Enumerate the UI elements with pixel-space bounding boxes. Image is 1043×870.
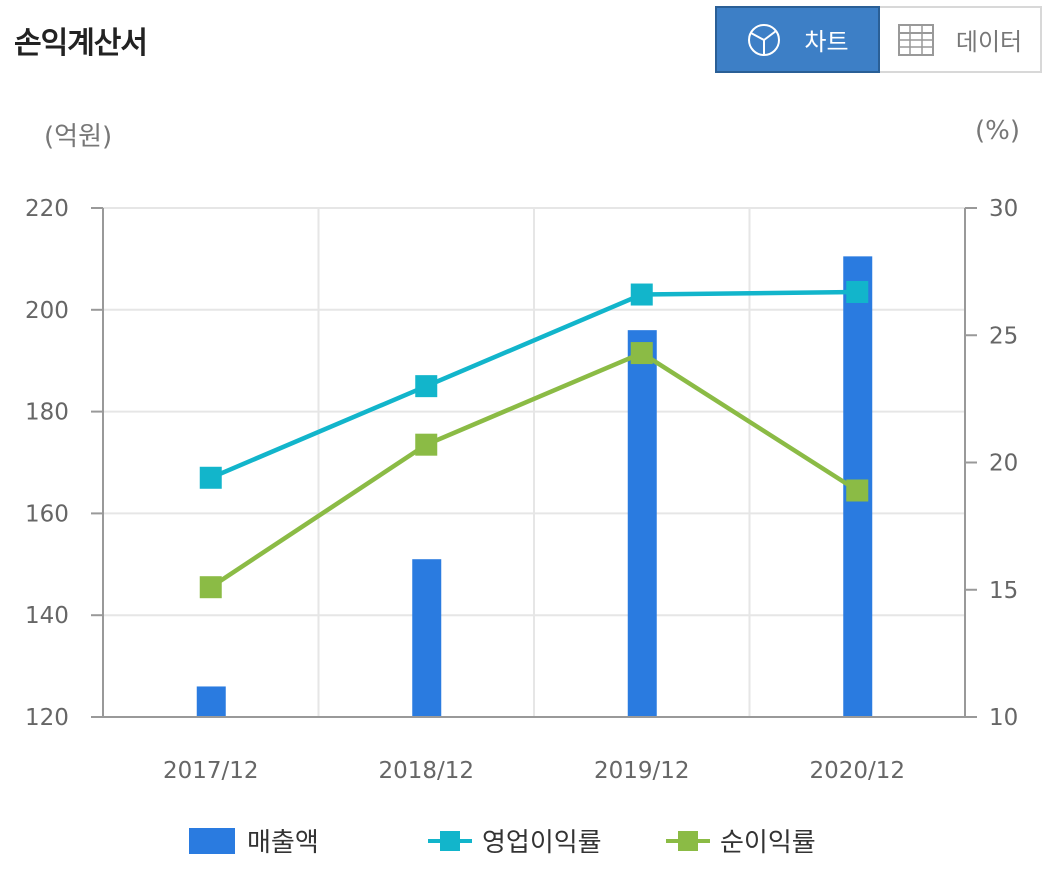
- x-tick-label: 2020/12: [809, 758, 905, 784]
- legend-item-revenue[interactable]: 매출액: [189, 822, 319, 859]
- bar-revenue: [627, 330, 657, 717]
- series-line-net-margin: [209, 350, 859, 590]
- point-net-margin: [199, 576, 222, 599]
- x-tick-label: 2018/12: [378, 758, 474, 784]
- point-operating-margin: [199, 466, 222, 489]
- data-tab-button[interactable]: 데이터: [880, 6, 1042, 73]
- pie-chart-icon: [746, 22, 782, 58]
- point-operating-margin: [415, 375, 438, 398]
- y-tick-label-left: 160: [25, 501, 69, 527]
- y-tick-label-left: 140: [25, 603, 69, 629]
- x-tick-label: 2019/12: [594, 758, 690, 784]
- left-axis-unit: (억원): [44, 122, 113, 152]
- y-tick-label-right: 15: [989, 578, 1018, 604]
- y-tick-label-right: 25: [989, 323, 1018, 349]
- bar-revenue: [412, 559, 442, 717]
- chart-tab-button[interactable]: 차트: [715, 6, 880, 73]
- y-tick-label-left: 200: [25, 298, 69, 324]
- legend-label-operating-margin: 영업이익률: [482, 828, 602, 858]
- chart-tab-label: 차트: [804, 28, 849, 56]
- legend-label-net-margin: 순이익률: [720, 828, 816, 858]
- point-net-margin: [630, 342, 653, 365]
- y-tick-label-right: 20: [989, 451, 1018, 477]
- y-tick-label-left: 120: [25, 705, 69, 731]
- legend-swatch-operating-margin: [428, 828, 472, 854]
- data-tab-label: 데이터: [955, 28, 1023, 56]
- point-net-margin: [415, 433, 438, 456]
- view-toggle: 차트 데이터: [715, 6, 1042, 73]
- y-tick-label-right: 10: [989, 705, 1018, 731]
- point-net-margin: [846, 479, 869, 502]
- y-tick-label-left: 220: [25, 196, 69, 222]
- y-tick-label-right: 30: [989, 196, 1018, 222]
- right-axis-unit: (%): [975, 116, 1020, 146]
- chart-legend: 매출액 영업이익률 순이익률: [0, 822, 1043, 862]
- y-tick-label-left: 180: [25, 400, 69, 426]
- table-icon: [897, 23, 934, 56]
- bar-revenue: [196, 686, 226, 717]
- legend-swatch-revenue: [189, 827, 235, 854]
- legend-swatch-net-margin: [666, 828, 710, 854]
- page-title: 손익계산서: [14, 26, 148, 61]
- point-operating-margin: [630, 283, 653, 306]
- legend-label-revenue: 매출액: [247, 828, 319, 858]
- series-line-operating-margin: [209, 289, 858, 480]
- x-tick-label: 2017/12: [163, 758, 259, 784]
- legend-item-operating-margin[interactable]: 영업이익률: [428, 822, 602, 859]
- point-operating-margin: [846, 280, 869, 303]
- legend-item-net-margin[interactable]: 순이익률: [666, 822, 816, 859]
